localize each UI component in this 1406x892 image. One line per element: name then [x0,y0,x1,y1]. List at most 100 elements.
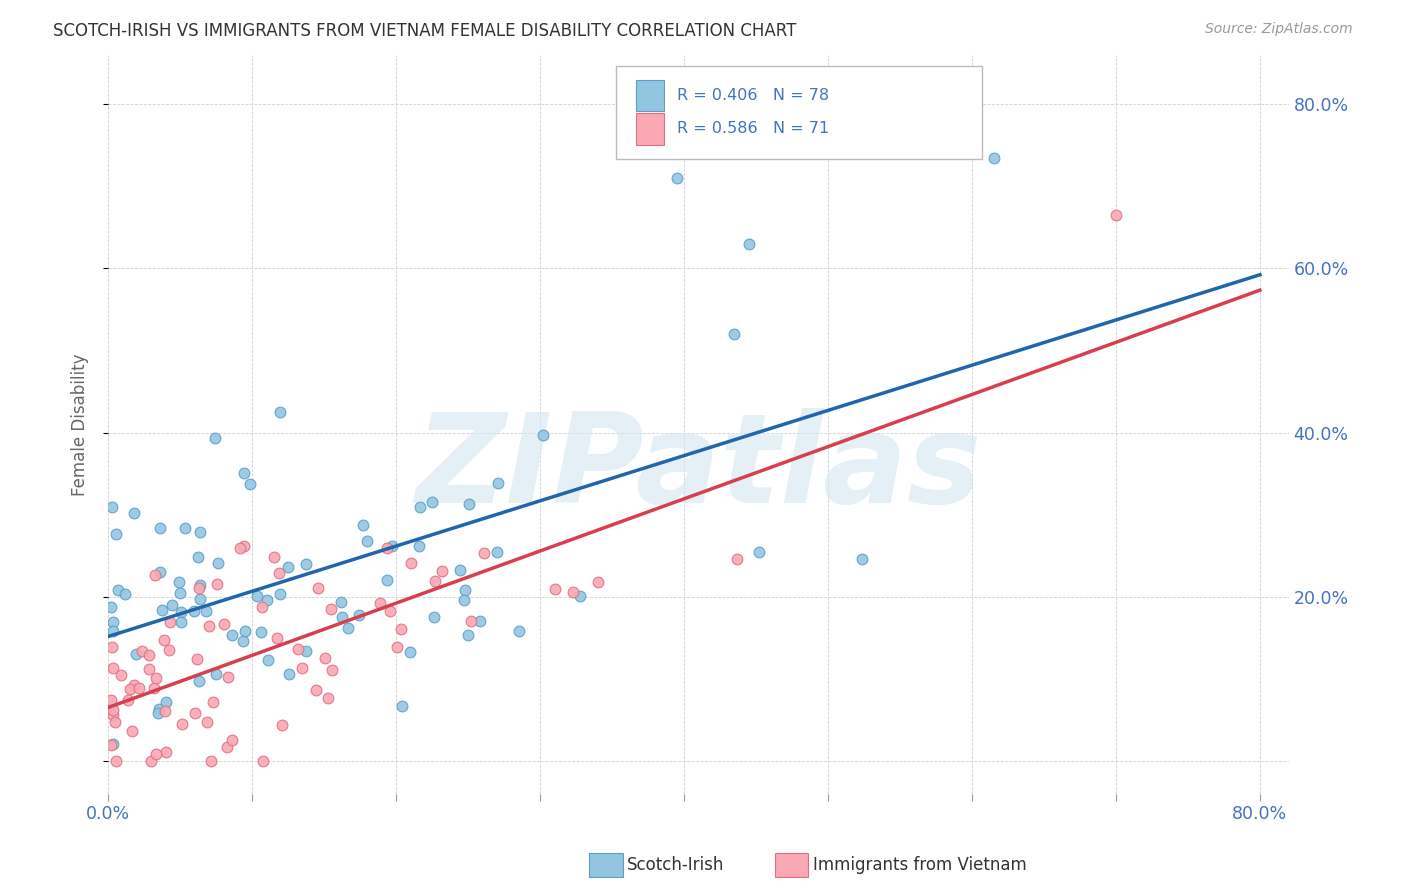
Point [270,718,292,732]
Point [104,714,127,729]
Point [101,738,124,752]
Y-axis label: Female Disability: Female Disability [72,353,89,496]
Point [569,589,592,603]
Point [172,717,194,731]
Point [155,704,177,718]
Point [212,616,235,631]
Point [321,664,343,678]
Point [124,678,146,692]
Point [430,564,453,578]
Point [423,610,446,624]
Text: ZIPatlas: ZIPatlas [415,409,981,529]
Point [155,745,177,759]
Point [239,477,262,491]
Point [453,582,475,597]
Point [457,498,479,512]
Text: Immigrants from Vietnam: Immigrants from Vietnam [813,856,1026,874]
Point [305,683,328,698]
Point [150,603,173,617]
Point [665,171,688,186]
Point [399,645,422,659]
Point [105,527,128,541]
Point [269,587,291,601]
Point [229,541,252,555]
Point [295,644,318,658]
Point [100,693,122,707]
Point [153,632,176,647]
Point [256,653,278,667]
Point [101,708,124,723]
Point [486,544,509,558]
Point [101,615,124,630]
Point [375,573,398,587]
Point [368,595,391,609]
Point [723,327,745,342]
Point [389,622,412,636]
Point [183,604,205,618]
Point [725,552,748,566]
Point [408,539,430,553]
Point [110,667,132,681]
Point [188,673,211,688]
Point [198,619,221,633]
Point [170,615,193,629]
Point [114,587,136,601]
Point [170,605,193,619]
Point [138,662,160,676]
Point [356,534,378,549]
Point [508,624,530,638]
Text: R = 0.586   N = 71: R = 0.586 N = 71 [678,121,830,136]
Point [101,624,124,639]
Point [101,640,124,654]
Point [174,520,197,534]
Point [250,599,273,614]
Point [314,651,336,665]
Point [420,494,443,508]
Point [200,754,222,768]
Point [266,632,288,646]
Point [105,754,128,768]
Point [318,690,340,705]
Point [184,706,207,720]
Point [149,521,172,535]
Point [263,549,285,564]
Point [188,581,211,595]
Point [117,693,139,707]
Point [100,600,122,615]
Text: Source: ZipAtlas.com: Source: ZipAtlas.com [1205,22,1353,37]
FancyBboxPatch shape [636,80,664,112]
Point [190,524,212,539]
Point [169,574,191,589]
Point [347,608,370,623]
Point [120,682,142,697]
Point [269,405,291,419]
Point [486,476,509,491]
Point [101,661,124,675]
Text: SCOTCH-IRISH VS IMMIGRANTS FROM VIETNAM FEMALE DISABILITY CORRELATION CHART: SCOTCH-IRISH VS IMMIGRANTS FROM VIETNAM … [53,22,797,40]
Point [148,702,170,716]
Point [983,151,1005,165]
Point [277,560,299,574]
Point [295,557,318,571]
Point [101,500,124,515]
Point [217,669,239,683]
Point [738,236,761,251]
Point [330,609,353,624]
Point [399,556,422,570]
Point [233,539,256,553]
Point [233,624,256,639]
Point [1105,208,1128,222]
Point [195,714,218,729]
Point [195,604,218,618]
Point [291,660,314,674]
Text: R = 0.406   N = 78: R = 0.406 N = 78 [678,88,830,103]
Point [217,739,239,754]
Point [138,648,160,663]
Point [188,578,211,592]
Point [391,699,413,714]
Point [221,733,243,747]
Point [544,582,567,596]
FancyBboxPatch shape [616,66,981,159]
Point [155,695,177,709]
Point [186,652,208,666]
